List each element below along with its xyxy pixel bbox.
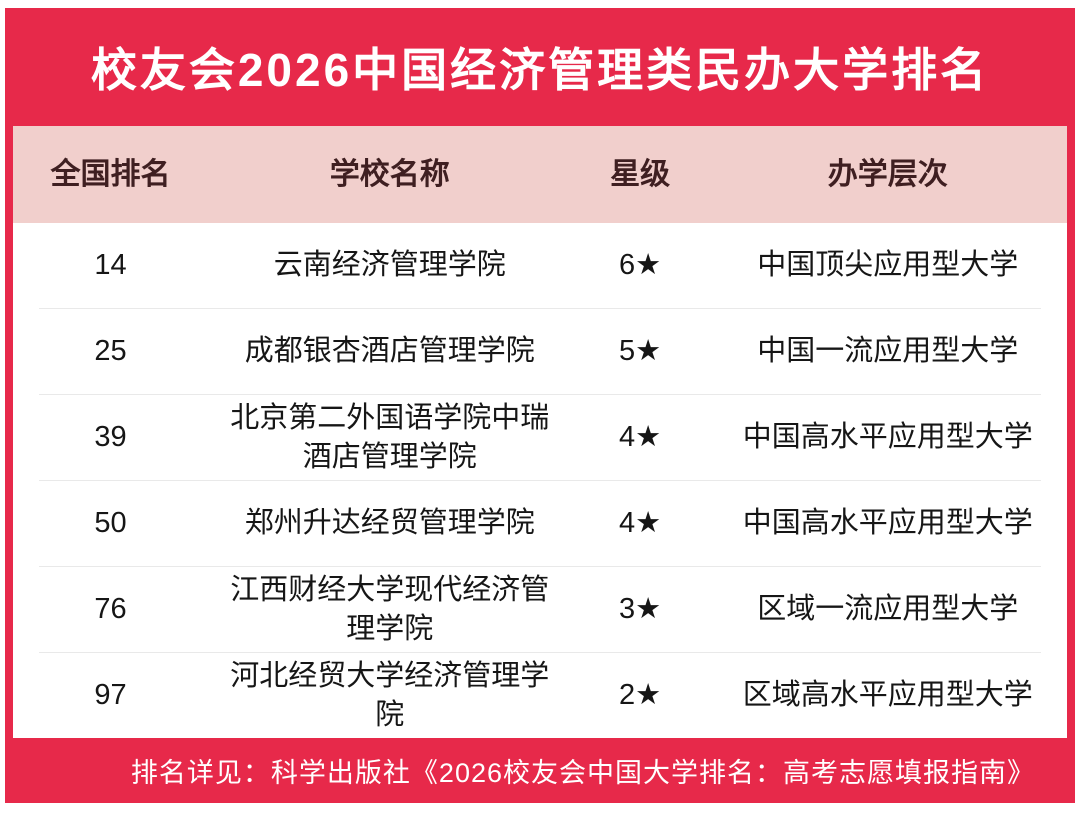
table-body: 14 云南经济管理学院 6★ 中国顶尖应用型大学 25 成都银杏酒店管理学院 5… [13, 223, 1067, 738]
row-divider [39, 308, 1041, 309]
level-cell: 中国顶尖应用型大学 [757, 249, 1019, 282]
rank-cell: 76 [94, 593, 127, 626]
stars-cell: 2★ [619, 679, 662, 712]
red-background-panel: 校友会2026中国经济管理类民办大学排名 全国排名 学校名称 星级 办学层次 1… [5, 8, 1075, 803]
school-cell: 云南经济管理学院 [273, 249, 506, 282]
row-divider [39, 652, 1041, 653]
level-cell: 区域一流应用型大学 [757, 593, 1019, 626]
table-row: 76 江西财经大学现代经济管理学院 3★ 区域一流应用型大学 [13, 567, 1067, 652]
table-row: 50 郑州升达经贸管理学院 4★ 中国高水平应用型大学 [13, 481, 1067, 566]
stars-cell: 3★ [619, 593, 662, 626]
ranking-table: 全国排名 学校名称 星级 办学层次 14 云南经济管理学院 6★ 中国顶尖应用型… [13, 126, 1067, 738]
title-banner: 校友会2026中国经济管理类民办大学排名 [5, 8, 1075, 126]
level-cell: 中国高水平应用型大学 [742, 421, 1033, 454]
rank-cell: 14 [94, 249, 127, 282]
row-divider [39, 480, 1041, 481]
column-header-rank: 全国排名 [50, 157, 171, 191]
table-header-row: 全国排名 学校名称 星级 办学层次 [13, 126, 1067, 223]
level-cell: 中国高水平应用型大学 [742, 507, 1033, 540]
column-header-stars: 星级 [610, 157, 671, 191]
stars-cell: 4★ [619, 421, 662, 454]
table-row: 39 北京第二外国语学院中瑞酒店管理学院 4★ 中国高水平应用型大学 [13, 395, 1067, 480]
stars-cell: 6★ [619, 249, 662, 282]
rank-cell: 97 [94, 679, 127, 712]
column-header-level: 办学层次 [827, 157, 948, 191]
stars-cell: 5★ [619, 335, 662, 368]
table-row: 25 成都银杏酒店管理学院 5★ 中国一流应用型大学 [13, 309, 1067, 394]
rank-cell: 50 [94, 507, 127, 540]
page-title: 校友会2026中国经济管理类民办大学排名 [90, 44, 990, 96]
footer-band: 排名详见：科学出版社《2026校友会中国大学排名：高考志愿填报指南》 [5, 738, 1075, 803]
level-cell: 区域高水平应用型大学 [742, 679, 1033, 712]
row-divider [39, 394, 1041, 395]
rank-cell: 25 [94, 335, 127, 368]
table-row: 97 河北经贸大学经济管理学院 2★ 区域高水平应用型大学 [13, 653, 1067, 738]
school-cell: 北京第二外国语学院中瑞酒店管理学院 [230, 402, 550, 473]
school-cell: 河北经贸大学经济管理学院 [230, 660, 550, 731]
school-cell: 江西财经大学现代经济管理学院 [230, 574, 550, 645]
column-header-school: 学校名称 [329, 157, 450, 191]
rank-cell: 39 [94, 421, 127, 454]
source-citation: 排名详见：科学出版社《2026校友会中国大学排名：高考志愿填报指南》 [130, 758, 1035, 788]
level-cell: 中国一流应用型大学 [757, 335, 1019, 368]
school-cell: 郑州升达经贸管理学院 [244, 507, 535, 540]
table-row: 14 云南经济管理学院 6★ 中国顶尖应用型大学 [13, 223, 1067, 308]
stars-cell: 4★ [619, 507, 662, 540]
school-cell: 成都银杏酒店管理学院 [244, 335, 535, 368]
row-divider [39, 566, 1041, 567]
